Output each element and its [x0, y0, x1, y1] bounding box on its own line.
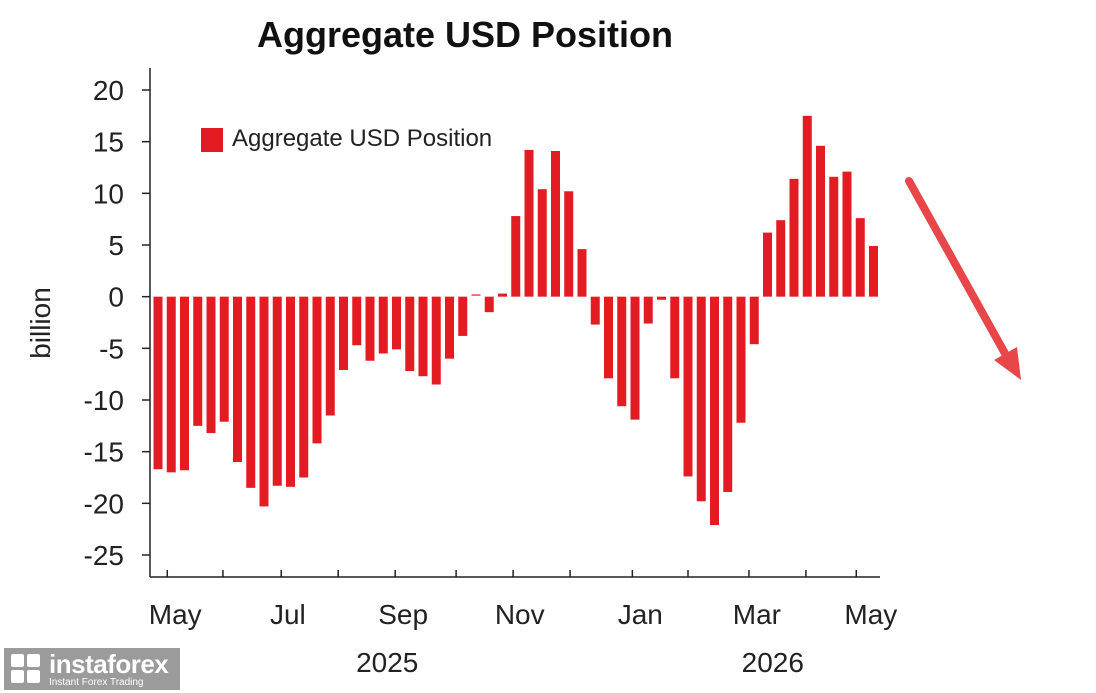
bar: [749, 296, 759, 345]
y-tick-label: 10: [93, 178, 124, 209]
bar: [153, 296, 163, 470]
trend-arrow: [905, 177, 1021, 380]
bar: [312, 296, 322, 444]
y-axis-label: billion: [25, 287, 56, 359]
bar: [286, 296, 295, 487]
legend-label: Aggregate USD Position: [232, 125, 492, 152]
watermark-tagline: Instant Forex Trading: [49, 676, 144, 688]
bar: [577, 249, 587, 297]
bar: [564, 191, 574, 297]
y-tick-label: -5: [99, 333, 124, 364]
bar: [524, 149, 534, 297]
bar: [272, 296, 282, 486]
chart-title: Aggregate USD Position: [257, 14, 673, 55]
bar: [604, 296, 613, 379]
x-tick-label: Mar: [733, 599, 781, 630]
bar: [590, 296, 600, 325]
bar: [206, 296, 216, 434]
bar: [829, 176, 839, 297]
y-axis: 20 15 10 5 0 -5 -10 -15 -20 -25: [84, 68, 151, 577]
bar: [445, 296, 454, 359]
bar: [405, 296, 415, 372]
x-tick-label: Nov: [495, 599, 545, 630]
bar: [736, 296, 746, 423]
y-tick-label: -15: [84, 437, 124, 468]
bar: [246, 296, 256, 488]
bar: [180, 296, 189, 471]
x-tick-label: Jul: [270, 599, 306, 630]
legend-swatch: [201, 128, 223, 152]
bar: [325, 296, 335, 416]
y-tick-label: -25: [84, 540, 124, 571]
bar: [789, 178, 799, 297]
bar: [511, 216, 521, 297]
y-tick-label: 20: [93, 75, 124, 106]
bar: [392, 296, 401, 350]
x-axis: May Jul Sep Nov Jan Mar May 2025 2026: [149, 570, 897, 678]
bar: [776, 220, 786, 297]
bar: [378, 296, 388, 354]
bar: [617, 296, 627, 407]
bar: [458, 296, 468, 336]
bar: [352, 296, 362, 346]
bar: [696, 296, 706, 502]
bar: [259, 296, 269, 507]
bar: [299, 296, 309, 478]
bar: [710, 296, 719, 526]
bar: [802, 115, 812, 297]
x-year-label: 2025: [356, 647, 418, 678]
bar: [219, 296, 229, 422]
bar: [643, 296, 653, 324]
bar: [431, 296, 441, 385]
bar: [418, 296, 428, 377]
bar: [193, 296, 203, 426]
y-tick-label: 5: [108, 230, 124, 261]
bar: [498, 293, 507, 297]
bar: [763, 232, 772, 297]
y-tick-label: 15: [93, 127, 124, 158]
bar: [855, 218, 865, 297]
bar: [842, 171, 852, 297]
x-year-label: 2026: [742, 647, 804, 678]
watermark: instaforex Instant Forex Trading: [4, 648, 180, 690]
x-tick-label: May: [844, 599, 897, 630]
logo-icon: [9, 652, 43, 686]
y-tick-label: -10: [84, 385, 124, 416]
x-tick-label: Jan: [618, 599, 663, 630]
bar: [537, 189, 547, 297]
legend: Aggregate USD Position: [201, 125, 492, 152]
y-tick-label: 0: [108, 282, 124, 313]
bar: [233, 296, 242, 462]
bar: [339, 296, 348, 371]
bar: [670, 296, 680, 379]
bar: [816, 145, 825, 297]
x-tick-label: Sep: [378, 599, 428, 630]
bar-series: [153, 115, 878, 526]
y-tick-label: -20: [84, 488, 124, 519]
bar: [869, 246, 878, 297]
watermark-brand: instaforex: [49, 648, 169, 679]
bar: [551, 150, 560, 297]
bar: [484, 296, 494, 313]
bar: [630, 296, 640, 420]
bar: [657, 296, 666, 300]
x-tick-label: May: [149, 599, 202, 630]
bar: [683, 296, 693, 477]
bar: [365, 296, 375, 361]
bar: [723, 296, 733, 492]
bar: [166, 296, 176, 473]
bar: [471, 294, 481, 296]
